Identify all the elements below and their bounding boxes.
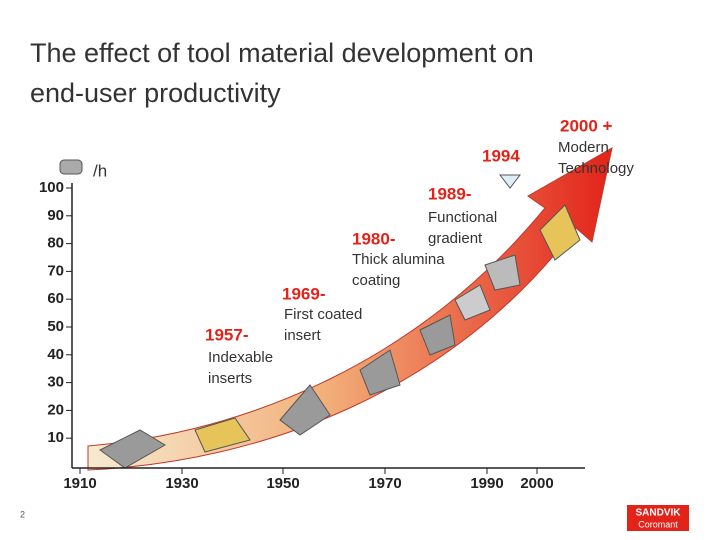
- y-tick-label: 40: [47, 346, 64, 363]
- milestone-text: inserts: [208, 370, 252, 387]
- x-tick-label: 2000: [520, 475, 553, 492]
- logo-text: Coromant: [638, 519, 678, 529]
- unit: /h: [93, 161, 107, 180]
- logo: [627, 505, 689, 531]
- milestone-text: Functional: [428, 209, 497, 226]
- y-tick-label: 90: [47, 207, 64, 224]
- milestone-text: Technology: [558, 160, 634, 177]
- x-tick-label: 1930: [165, 475, 198, 492]
- y-tick-label: 100: [39, 179, 64, 196]
- y-tick-label: 50: [47, 318, 64, 335]
- milestone-text: Indexable: [208, 349, 273, 366]
- logo-text: SANDVIK: [635, 508, 681, 519]
- y-tick-label: 70: [47, 262, 64, 279]
- milestone-text: gradient: [428, 230, 483, 247]
- y-tick-label: 60: [47, 290, 64, 307]
- milestone-year: 1989-: [428, 184, 471, 203]
- milestone-year: 1980-: [352, 229, 395, 248]
- x-tick-label: 1970: [368, 475, 401, 492]
- y-tick-label: 30: [47, 374, 64, 391]
- arrow: [87, 147, 613, 471]
- milestone-text: Modern: [558, 139, 609, 156]
- x-tick-label: 1950: [266, 475, 299, 492]
- milestone-year: 1969-: [282, 284, 325, 303]
- milestone-year: 1994: [482, 146, 520, 165]
- milestone-text: coating: [352, 272, 400, 289]
- y-tick-label: 80: [47, 235, 64, 252]
- milestone-year: 2000 +: [560, 116, 613, 135]
- x-tick-label: 1910: [63, 475, 96, 492]
- milestone-year: 1957-: [205, 325, 248, 344]
- y-tick-label: 10: [47, 429, 64, 446]
- milestone-text: Thick alumina: [352, 251, 445, 268]
- title-line: The effect of tool material development …: [30, 38, 534, 68]
- milestone-text: insert: [284, 327, 322, 344]
- milestone-text: First coated: [284, 306, 362, 323]
- inserts: [99, 174, 581, 469]
- x-tick-label: 1990: [470, 475, 503, 492]
- y-tick-label: 20: [47, 401, 64, 418]
- page-number: 2: [20, 509, 25, 519]
- unit-icon: [59, 159, 83, 175]
- title-line: end-user productivity: [30, 78, 281, 108]
